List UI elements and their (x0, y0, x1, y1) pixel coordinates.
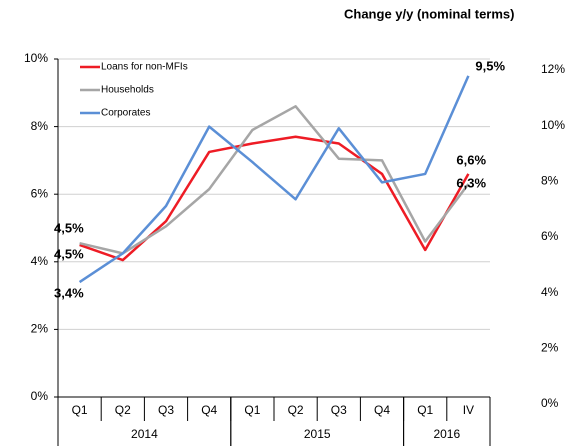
value-label: 6,6% (456, 152, 486, 167)
x-tick-label: Q3 (331, 403, 347, 417)
x-tick-label: IV (463, 403, 474, 417)
value-label: 9,5% (475, 58, 505, 73)
y2-tick-label: 0% (541, 396, 559, 410)
series-line (78, 75, 470, 284)
y2-tick-label: 8% (541, 174, 559, 188)
x-tick-label: Q1 (417, 403, 433, 417)
x-tick-label: Q4 (201, 403, 217, 417)
x-tick-label: Q2 (115, 403, 131, 417)
legend-label: Households (101, 85, 154, 96)
y-tick-label: 10% (24, 51, 48, 65)
y2-tick-label: 12% (541, 62, 565, 76)
value-label: 4,5% (54, 221, 84, 236)
y2-tick-label: 4% (541, 285, 559, 299)
chart-title: Change y/y (nominal terms) (344, 6, 514, 21)
x-tick-label: Q4 (374, 403, 390, 417)
y-tick-label: 2% (31, 322, 49, 336)
x-group-label: 2016 (433, 427, 460, 441)
value-label: 6,3% (456, 175, 486, 190)
y-tick-label: 0% (31, 389, 49, 403)
legend-label: Corporates (101, 108, 150, 119)
x-tick-label: Q2 (288, 403, 304, 417)
y-tick-label: 8% (31, 119, 49, 133)
y2-tick-label: 6% (541, 229, 559, 243)
x-tick-label: Q1 (244, 403, 260, 417)
legend-label: Loans for non-MFIs (101, 62, 188, 73)
value-label: 4,5% (54, 246, 84, 261)
series-line (79, 105, 470, 255)
y-tick-label: 6% (31, 186, 49, 200)
y2-tick-label: 10% (541, 118, 565, 132)
x-group-label: 2015 (304, 427, 331, 441)
series-line (79, 135, 470, 262)
value-label: 3,4% (54, 286, 84, 301)
x-group-label: 2014 (131, 427, 158, 441)
y-tick-label: 4% (31, 254, 49, 268)
x-tick-label: Q3 (158, 403, 174, 417)
y2-tick-label: 2% (541, 341, 559, 355)
x-tick-label: Q1 (72, 403, 88, 417)
